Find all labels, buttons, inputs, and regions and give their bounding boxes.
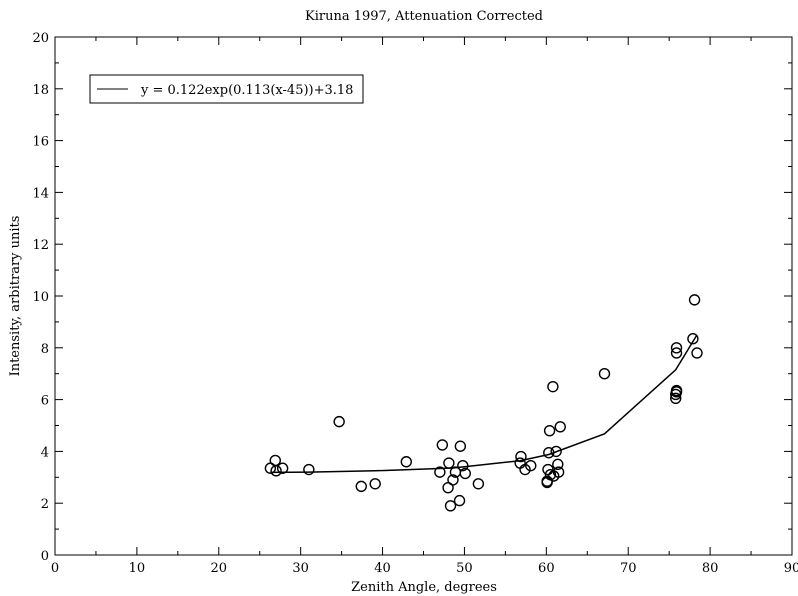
x-tick-label: 20 <box>211 561 228 576</box>
fit-curve-line <box>270 334 698 474</box>
y-tick-label: 14 <box>32 186 49 201</box>
data-point <box>688 294 701 306</box>
x-tick-label: 10 <box>129 561 146 576</box>
x-tick-label: 50 <box>456 561 473 576</box>
data-point <box>434 466 446 478</box>
data-point <box>447 474 459 486</box>
data-point <box>515 450 527 463</box>
axis-ticks <box>54 36 793 556</box>
y-tick-label: 18 <box>32 83 49 98</box>
y-tick-label: 10 <box>32 290 49 305</box>
y-tick-label: 0 <box>41 549 49 564</box>
y-tick-label: 4 <box>41 445 49 460</box>
data-point <box>333 415 345 428</box>
data-point <box>543 424 556 437</box>
data-point <box>670 392 682 405</box>
x-tick-label: 70 <box>620 561 637 576</box>
legend-label: y = 0.122exp(0.113(x-45))+3.18 <box>140 83 353 98</box>
plot-area-frame <box>54 36 793 556</box>
data-point <box>519 463 531 476</box>
data-point <box>542 463 554 476</box>
x-axis-label: Zenith Angle, degrees <box>351 580 497 595</box>
data-point <box>269 454 281 467</box>
data-points-series <box>264 294 703 512</box>
data-point <box>355 480 367 493</box>
data-point <box>270 465 282 477</box>
data-point <box>550 445 562 458</box>
x-tick-label: 30 <box>292 561 309 576</box>
x-tick-label: 80 <box>702 561 719 576</box>
data-point <box>457 459 469 472</box>
data-point <box>691 347 703 359</box>
data-point <box>400 456 413 468</box>
y-tick-label: 12 <box>32 238 49 253</box>
axis-tick-labels: 0 10 20 30 40 50 60 70 80 90 0 2 4 6 8 10 12 14 16 18 20 <box>32 31 798 576</box>
data-point <box>472 478 485 490</box>
data-point <box>547 380 559 393</box>
x-tick-label: 60 <box>538 561 555 576</box>
data-point <box>436 439 449 451</box>
y-tick-label: 2 <box>41 497 49 512</box>
data-point <box>454 440 467 452</box>
data-point <box>670 386 683 398</box>
data-point <box>687 333 699 345</box>
data-point <box>552 466 565 478</box>
chart-title: Kiruna 1997, Attenuation Corrected <box>305 9 543 24</box>
data-point <box>525 459 537 472</box>
legend-box <box>89 74 364 104</box>
x-tick-label: 90 <box>784 561 798 576</box>
data-point <box>670 347 683 359</box>
fit-curve-series <box>270 334 698 474</box>
data-point <box>543 446 555 459</box>
data-point <box>453 494 466 507</box>
y-tick-label: 16 <box>32 135 49 150</box>
data-point <box>459 467 471 480</box>
data-point <box>276 462 289 474</box>
x-tick-label: 0 <box>51 561 59 576</box>
data-point <box>552 458 564 471</box>
data-point <box>443 457 455 469</box>
data-point <box>444 500 457 512</box>
data-point <box>303 463 315 476</box>
y-tick-label: 6 <box>41 394 49 409</box>
data-point <box>598 368 611 380</box>
data-point <box>670 342 683 354</box>
data-point <box>369 478 381 490</box>
y-axis-label: Intensity, arbitrary units <box>8 216 23 377</box>
y-tick-label: 8 <box>41 342 49 357</box>
legend: y = 0.122exp(0.113(x-45))+3.18 <box>89 74 364 104</box>
y-tick-label: 20 <box>32 31 49 46</box>
x-tick-label: 40 <box>374 561 391 576</box>
data-point <box>554 421 566 433</box>
